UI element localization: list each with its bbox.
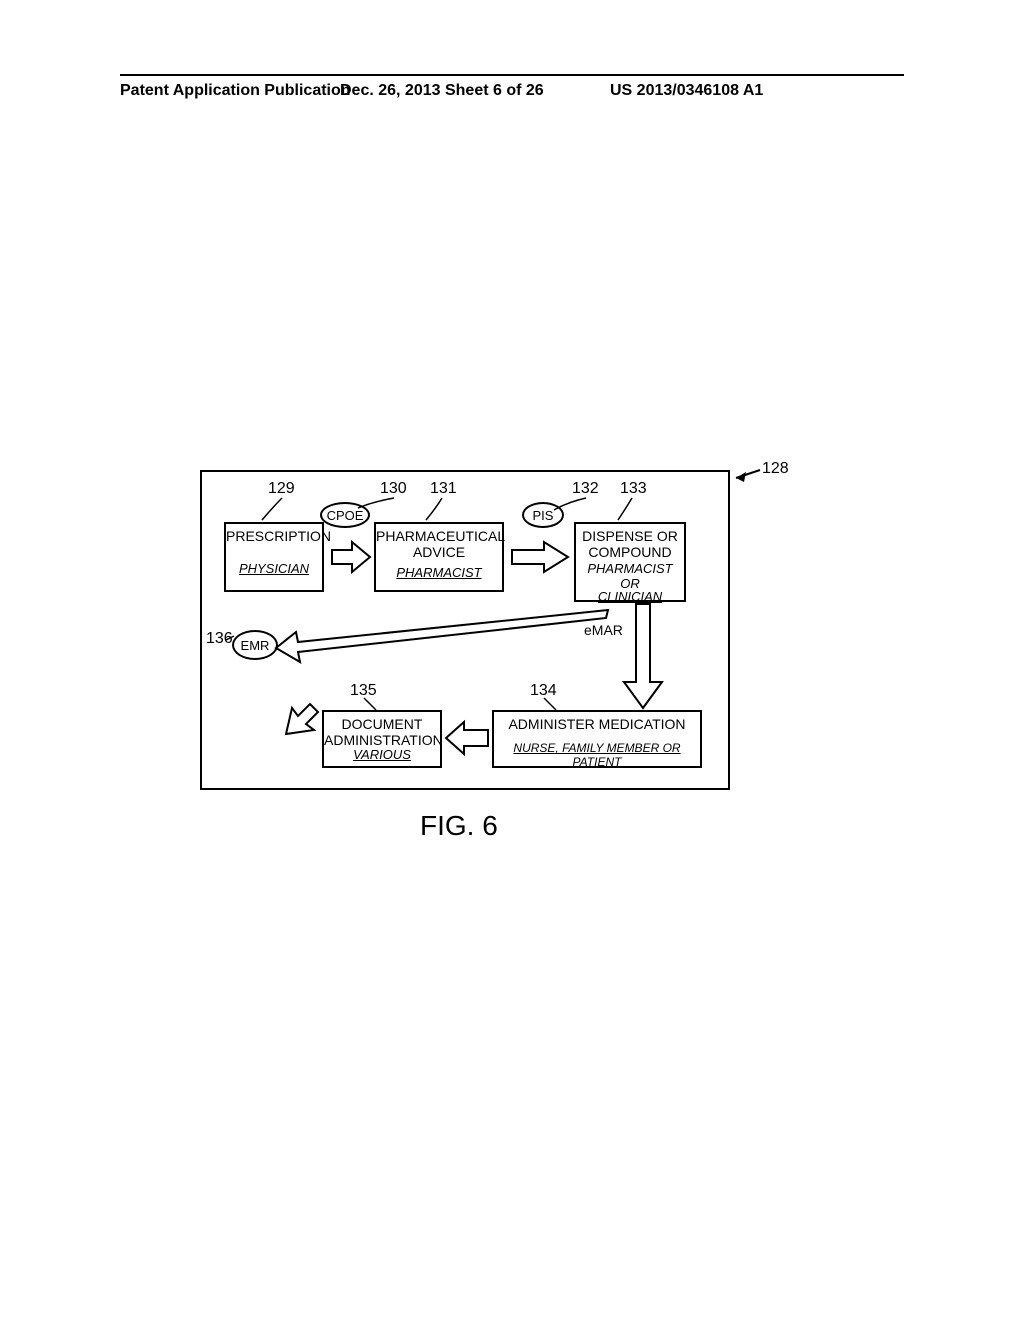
arrow-admin-to-document bbox=[446, 722, 488, 754]
dispense-t2: COMPOUND bbox=[576, 544, 684, 560]
diagram-frame: 129 130 131 132 133 136 135 134 CPOE PIS… bbox=[200, 470, 730, 790]
leader-128-head bbox=[736, 472, 746, 482]
header-left: Patent Application Publication bbox=[120, 82, 351, 100]
arrow-doc-to-emr bbox=[286, 704, 318, 734]
leader-128 bbox=[736, 470, 760, 478]
arrow-pharm-to-dispense bbox=[512, 542, 568, 572]
ref-129: 129 bbox=[268, 480, 295, 498]
pis-ellipse: PIS bbox=[522, 502, 564, 528]
ref-133: 133 bbox=[620, 480, 647, 498]
emr-label: EMR bbox=[241, 638, 270, 653]
administer-role: NURSE, FAMILY MEMBER OR PATIENT bbox=[494, 742, 700, 770]
cpoe-ellipse: CPOE bbox=[320, 502, 370, 528]
header-right: US 2013/0346108 A1 bbox=[610, 82, 763, 100]
header-rule bbox=[120, 74, 904, 76]
figure-caption: FIG. 6 bbox=[420, 810, 498, 842]
dispense-r1: PHARMACIST OR bbox=[576, 562, 684, 592]
tick-133 bbox=[618, 498, 632, 520]
document-role: VARIOUS bbox=[324, 748, 440, 763]
ref-132: 132 bbox=[572, 480, 599, 498]
administer-box: ADMINISTER MEDICATION NURSE, FAMILY MEMB… bbox=[492, 710, 702, 768]
pharm-advice-t1: PHARMACEUTICAL bbox=[376, 528, 502, 544]
dispense-box: DISPENSE OR COMPOUND PHARMACIST OR CLINI… bbox=[574, 522, 686, 602]
header-center: Dec. 26, 2013 Sheet 6 of 26 bbox=[340, 82, 544, 100]
document-box: DOCUMENT ADMINISTRATION VARIOUS bbox=[322, 710, 442, 768]
dispense-r2: CLINICIAN bbox=[576, 590, 684, 605]
ref-135: 135 bbox=[350, 682, 377, 700]
administer-title: ADMINISTER MEDICATION bbox=[494, 716, 700, 732]
arrow-presc-to-pharm bbox=[332, 542, 370, 572]
emr-ellipse: EMR bbox=[232, 630, 278, 660]
prescription-title: PRESCRIPTION bbox=[226, 528, 322, 544]
arrow-to-emr bbox=[276, 610, 608, 662]
prescription-role: PHYSICIAN bbox=[226, 562, 322, 577]
cpoe-label: CPOE bbox=[327, 508, 364, 523]
arrow-dispense-to-administer bbox=[624, 604, 662, 708]
emar-label: eMAR bbox=[584, 622, 623, 638]
ref-130: 130 bbox=[380, 480, 407, 498]
pharm-advice-role: PHARMACIST bbox=[376, 566, 502, 581]
pharm-advice-box: PHARMACEUTICAL ADVICE PHARMACIST bbox=[374, 522, 504, 592]
tick-131 bbox=[426, 498, 442, 520]
document-t1: DOCUMENT bbox=[324, 716, 440, 732]
patent-page: Patent Application Publication Dec. 26, … bbox=[0, 0, 1024, 1320]
pharm-advice-t2: ADVICE bbox=[376, 544, 502, 560]
prescription-box: PRESCRIPTION PHYSICIAN bbox=[224, 522, 324, 592]
tick-129 bbox=[262, 498, 282, 520]
dispense-t1: DISPENSE OR bbox=[576, 528, 684, 544]
ref-128: 128 bbox=[762, 460, 789, 478]
pis-label: PIS bbox=[533, 508, 554, 523]
document-t2: ADMINISTRATION bbox=[324, 732, 440, 748]
ref-134: 134 bbox=[530, 682, 557, 700]
ref-131: 131 bbox=[430, 480, 457, 498]
ref-136: 136 bbox=[206, 630, 233, 648]
